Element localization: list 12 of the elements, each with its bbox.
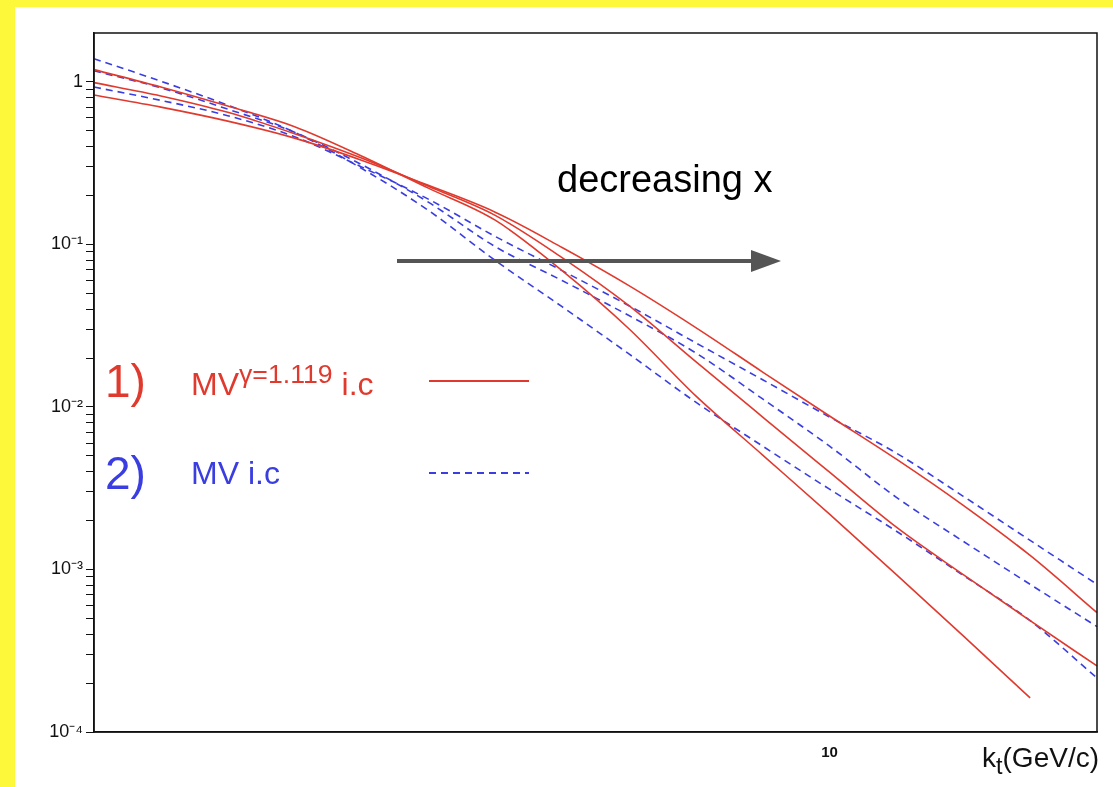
y-tick-label: 10⁻⁴ — [49, 720, 83, 741]
annotation: 1) — [105, 354, 147, 408]
x-tick-label: 10 — [821, 743, 838, 761]
text: MV i.c — [191, 454, 281, 492]
y-tick-label: 1 — [72, 70, 83, 91]
y-tick-label: 10⁻¹ — [50, 233, 84, 254]
annotation: decreasing x — [557, 158, 773, 201]
annotation: 2) — [105, 446, 147, 500]
legend-label: MV$^{γ=1.119}$ i.c — [191, 359, 375, 403]
y-tick-label: 10⁻² — [50, 395, 84, 416]
y-tick-label: 10⁻³ — [50, 558, 84, 579]
x-axis-title: k$_{t}$(GeV/c) — [982, 742, 1099, 780]
